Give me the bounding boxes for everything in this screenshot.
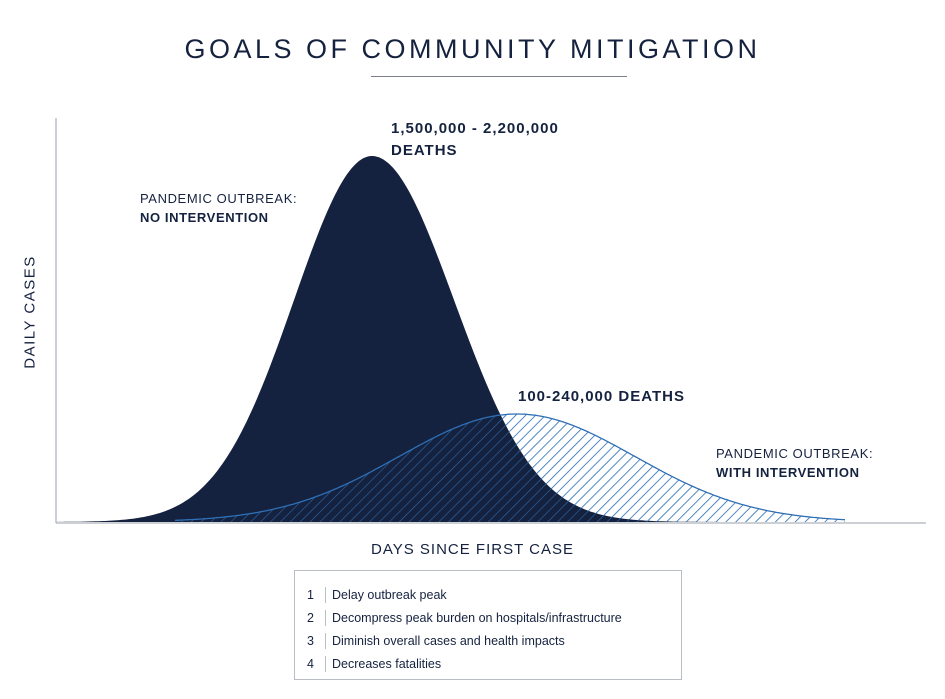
mitigation-goals-legend: 1 Delay outbreak peak 2 Decompress peak … <box>294 570 682 680</box>
legend-item-number: 2 <box>307 609 326 626</box>
y-axis-label: DAILY CASES <box>21 255 39 369</box>
with-intervention-overlap-hatch <box>175 414 845 522</box>
legend-item-text: Decreases fatalities <box>332 656 442 671</box>
legend-item: 3 Diminish overall cases and health impa… <box>307 629 681 652</box>
x-axis-label: DAYS SINCE FIRST CASE <box>371 541 574 558</box>
no-intervention-deaths-line1: 1,500,000 - 2,200,000 <box>391 120 559 137</box>
title-underline <box>371 76 627 77</box>
no-intervention-label-line2: NO INTERVENTION <box>140 210 269 225</box>
no-intervention-label-line1: PANDEMIC OUTBREAK: <box>140 191 298 206</box>
legend-item-number: 1 <box>307 586 326 603</box>
with-intervention-label-line1: PANDEMIC OUTBREAK: <box>716 446 874 461</box>
legend-item: 1 Delay outbreak peak <box>307 583 681 606</box>
with-intervention-label-line2: WITH INTERVENTION <box>716 465 860 480</box>
legend-item-text: Diminish overall cases and health impact… <box>332 633 565 648</box>
no-intervention-label: PANDEMIC OUTBREAK: NO INTERVENTION <box>140 189 297 227</box>
no-intervention-area <box>57 156 719 522</box>
chart-title: GOALS OF COMMUNITY MITIGATION <box>184 34 761 64</box>
legend-item-text: Decompress peak burden on hospitals/infr… <box>332 610 622 625</box>
with-intervention-deaths-line1: 100-240,000 DEATHS <box>518 388 685 405</box>
legend-item: 2 Decompress peak burden on hospitals/in… <box>307 606 681 629</box>
with-intervention-curve <box>174 413 846 522</box>
legend-item-number: 4 <box>307 655 326 672</box>
legend-item-text: Delay outbreak peak <box>332 587 447 602</box>
no-intervention-deaths-line2: DEATHS <box>391 142 458 159</box>
legend-item: 4 Decreases fatalities <box>307 652 681 675</box>
no-intervention-deaths: 1,500,000 - 2,200,000 DEATHS <box>391 118 559 162</box>
with-intervention-label: PANDEMIC OUTBREAK: WITH INTERVENTION <box>716 444 873 482</box>
with-intervention-deaths: 100-240,000 DEATHS <box>518 386 685 408</box>
legend-item-number: 3 <box>307 632 326 649</box>
